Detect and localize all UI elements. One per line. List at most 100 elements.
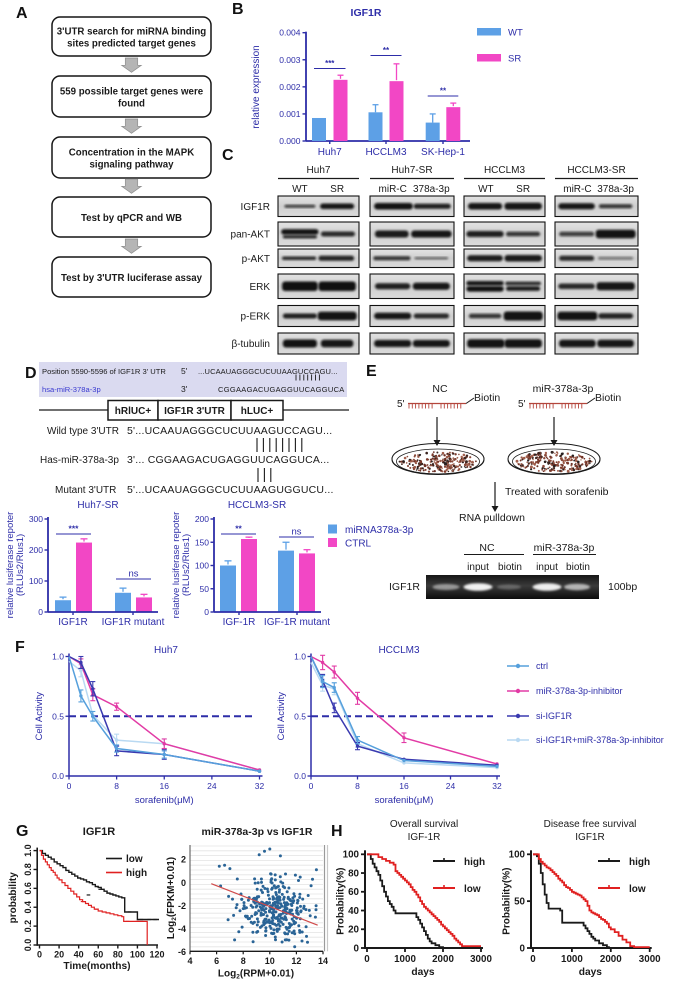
svg-text:(RLUs2/Rlus1): (RLUs2/Rlus1) [181,534,192,596]
svg-text:1000: 1000 [394,954,416,965]
svg-text:si-IGF1R: si-IGF1R [536,711,573,721]
svg-text:ns: ns [128,569,138,580]
svg-text:NC: NC [432,383,448,395]
svg-text:ctrl: ctrl [536,661,548,671]
svg-text:6: 6 [214,956,219,966]
svg-text:0.4: 0.4 [23,901,33,914]
svg-text:Log2(FPKM+0.01): Log2(FPKM+0.01) [166,857,178,939]
svg-text:378a-3p: 378a-3p [597,184,634,195]
svg-text:Test by 3'UTR luciferase assay: Test by 3'UTR luciferase assay [61,273,203,284]
svg-text:WT: WT [292,184,308,195]
svg-text:pan-AKT: pan-AKT [231,230,270,241]
svg-text:SR: SR [516,184,530,195]
svg-text:50: 50 [200,584,210,594]
svg-text:IGF-1R: IGF-1R [408,832,441,843]
svg-text:14: 14 [318,956,328,966]
svg-text:8: 8 [241,956,246,966]
svg-text:5': 5' [181,366,188,376]
svg-text:0: 0 [364,954,370,965]
svg-text:-6: -6 [178,947,186,957]
svg-text:3'UTR search for miRNA binding: 3'UTR search for miRNA binding [57,27,207,38]
svg-text:0.5: 0.5 [52,711,64,721]
svg-text:100: 100 [29,576,43,586]
svg-text:40: 40 [348,906,359,917]
svg-text:miR-378a-3p-inhibitor: miR-378a-3p-inhibitor [536,686,623,696]
svg-text:low: low [629,884,646,895]
svg-text:0.8: 0.8 [23,863,33,876]
svg-text:HCCLM3-SR: HCCLM3-SR [228,500,286,511]
svg-text:Disease free survival: Disease free survival [544,819,637,830]
svg-text:p-AKT: p-AKT [242,254,270,265]
svg-text:relative lusiferase repoter: relative lusiferase repoter [171,512,182,619]
svg-text:probability: probability [8,872,19,924]
svg-text:E: E [366,363,377,380]
svg-text:50: 50 [514,896,525,907]
svg-text:G: G [16,823,28,840]
svg-text:20: 20 [54,950,64,960]
svg-text:100: 100 [130,950,145,960]
svg-text:p-ERK: p-ERK [241,312,271,323]
svg-text:Huh7: Huh7 [307,165,331,176]
svg-text:B: B [232,1,244,18]
svg-text:-2: -2 [178,901,186,911]
svg-text:SK-Hep-1: SK-Hep-1 [421,147,465,158]
svg-text:Biotin: Biotin [595,392,621,404]
svg-text:1000: 1000 [561,954,583,965]
svg-text:F: F [15,639,25,656]
svg-text:0.002: 0.002 [279,82,301,92]
svg-text:miR-378a-3p: miR-378a-3p [534,542,595,554]
svg-text:IGF1R: IGF1R [83,826,115,838]
svg-text:0: 0 [520,943,526,954]
svg-text:40: 40 [74,950,84,960]
svg-text:12: 12 [291,956,301,966]
svg-text:WT: WT [478,184,494,195]
svg-text:...UCAAUAGGGCUCUUAAGUCCAGU...: ...UCAAUAGGGCUCUUAAGUCCAGU... [198,367,338,376]
svg-text:relative expression: relative expression [251,45,262,128]
svg-text:32: 32 [492,781,502,791]
svg-text:Probability(%): Probability(%) [336,868,347,935]
svg-text:0: 0 [181,878,186,888]
svg-text:Biotin: Biotin [474,392,500,404]
svg-text:Cell Activity: Cell Activity [34,692,45,741]
svg-text:IGF-1R mutant: IGF-1R mutant [264,617,330,628]
svg-text:Probability(%): Probability(%) [502,868,513,935]
svg-text:Huh7: Huh7 [318,147,342,158]
svg-text:Treated with sorafenib: Treated with sorafenib [505,486,609,498]
svg-text:0: 0 [204,607,209,617]
svg-text:Concentration in the MAPK: Concentration in the MAPK [69,148,194,159]
svg-text:24: 24 [207,781,217,791]
svg-text:0.0: 0.0 [294,771,306,781]
svg-text:60: 60 [348,887,359,898]
svg-text:IGF1R: IGF1R [58,617,87,628]
svg-text:0.001: 0.001 [279,109,301,119]
svg-text:miR-378a-3p vs IGF1R: miR-378a-3p vs IGF1R [202,826,313,838]
svg-text:0: 0 [67,781,72,791]
svg-text:RNA pulldown: RNA pulldown [459,512,525,524]
svg-text:0.0: 0.0 [23,939,33,952]
svg-text:days: days [411,967,435,978]
svg-text:5': 5' [397,399,405,410]
svg-text:5'...UCAAUAGGGCUCUUAAGUGGUCU..: 5'...UCAAUAGGGCUCUUAAGUGGUCU... [127,484,334,496]
svg-text:SR: SR [330,184,344,195]
svg-text:Mutant 3'UTR: Mutant 3'UTR [55,485,116,496]
svg-text:0: 0 [309,781,314,791]
svg-text:16: 16 [160,781,170,791]
svg-text:3'... CGGAAGACUGAGGUUCAGGUCA..: 3'... CGGAAGACUGAGGUUCAGGUCA... [127,454,330,466]
svg-text:days: days [579,967,603,978]
svg-text:miR-C: miR-C [379,184,407,195]
svg-text:0.003: 0.003 [279,55,301,65]
svg-text:Position 5590-5596 of IGF1R 3': Position 5590-5596 of IGF1R 3' UTR [42,367,166,376]
svg-text:hLUC+: hLUC+ [241,406,274,417]
svg-text:10: 10 [265,956,275,966]
svg-text:16: 16 [399,781,409,791]
svg-text:Huh7-SR: Huh7-SR [391,165,432,176]
svg-text:sorafenib(μM): sorafenib(μM) [135,795,194,806]
svg-text:H: H [331,823,343,840]
svg-text:HCCLM3: HCCLM3 [365,147,407,158]
svg-text:-4: -4 [178,924,186,934]
svg-text:low: low [464,884,481,895]
svg-text:300: 300 [29,514,43,524]
svg-text:24: 24 [446,781,456,791]
svg-text:hsa-miR-378a-3p: hsa-miR-378a-3p [42,385,101,394]
svg-text:100: 100 [343,850,360,861]
